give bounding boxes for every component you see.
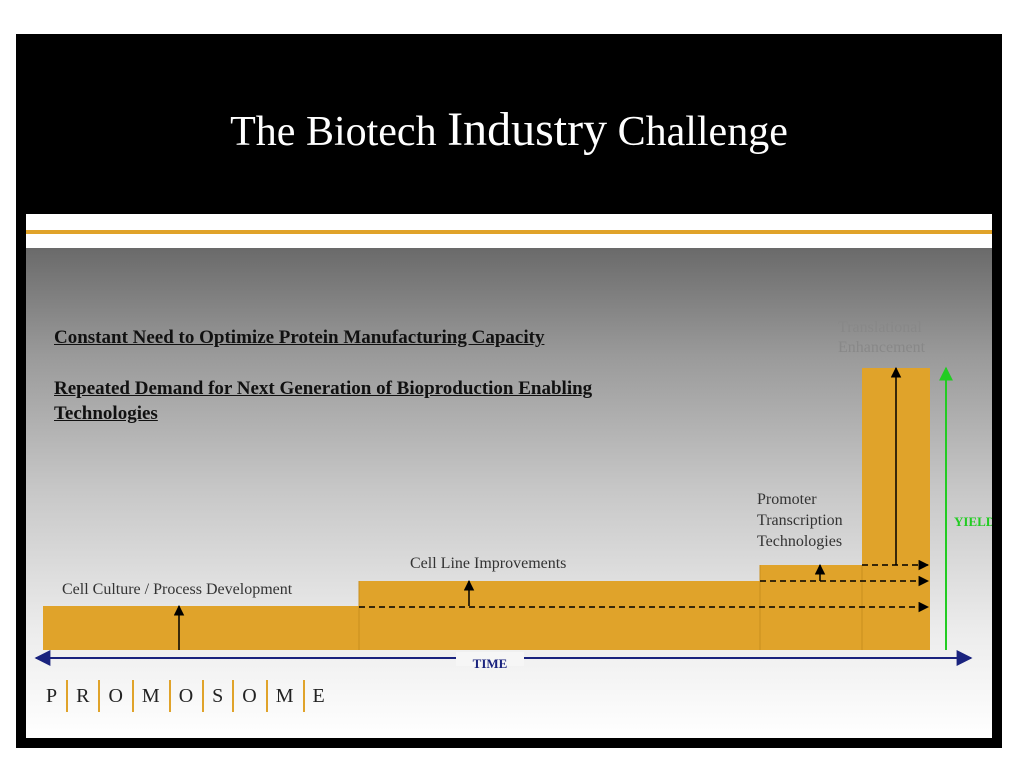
label-line: Promoter bbox=[757, 491, 817, 508]
time-label: TIME bbox=[473, 656, 508, 671]
logo-separator bbox=[168, 680, 171, 712]
logo-letter: E bbox=[312, 685, 326, 707]
title-bar: The Biotech Industry Challenge bbox=[26, 44, 992, 214]
heading-demand: Repeated Demand for Next Generation of B… bbox=[54, 378, 593, 424]
label-translational: Translational Enhancement bbox=[838, 319, 926, 356]
block-cell-line bbox=[359, 581, 760, 650]
logo-letter: O bbox=[178, 685, 195, 707]
logo-separator bbox=[302, 680, 305, 712]
label-line: Translational bbox=[838, 319, 922, 336]
logo-letter: S bbox=[212, 685, 225, 707]
promosome-logo: P R O M O S O M E bbox=[38, 680, 334, 712]
label-promoter: Promoter Transcription Technologies bbox=[757, 491, 847, 550]
label-line: Technologies bbox=[757, 533, 842, 550]
label-line: Enhancement bbox=[838, 339, 926, 356]
logo-separator bbox=[98, 680, 101, 712]
logo-letter: O bbox=[108, 685, 124, 707]
heading-optimize: Constant Need to Optimize Protein Manufa… bbox=[54, 327, 545, 348]
label-cell-line: Cell Line Improvements bbox=[410, 555, 566, 572]
label-cell-culture: Cell Culture / Process Development bbox=[62, 581, 293, 598]
title-part-1: The Biotech bbox=[230, 109, 448, 155]
logo-letter: R bbox=[76, 685, 91, 707]
logo-separator bbox=[265, 680, 268, 712]
time-label-bg bbox=[456, 652, 524, 666]
logo-letter: M bbox=[275, 685, 295, 707]
slide: The Biotech Industry Challenge Constant … bbox=[26, 44, 992, 738]
yield-label: YIELD bbox=[954, 514, 992, 529]
logo-letter: P bbox=[46, 685, 59, 707]
yield-staircase-diagram: YIELD TIME Cell Culture / Process Develo… bbox=[34, 319, 992, 671]
title-part-3: Challenge bbox=[607, 109, 788, 155]
label-line: Transcription bbox=[757, 512, 843, 529]
logo-letter: O bbox=[242, 685, 258, 707]
gold-divider bbox=[26, 230, 992, 234]
logo-separator bbox=[202, 680, 205, 712]
label-line: Cell Line Improvements bbox=[410, 555, 566, 572]
logo-separator bbox=[232, 680, 235, 712]
logo-letter: M bbox=[141, 685, 161, 707]
block-cell-culture bbox=[43, 606, 359, 650]
slide-frame: The Biotech Industry Challenge Constant … bbox=[16, 34, 1002, 748]
content-panel: Constant Need to Optimize Protein Manufa… bbox=[26, 248, 992, 738]
slide-title: The Biotech Industry Challenge bbox=[26, 106, 992, 154]
title-part-2: Industry bbox=[447, 103, 608, 156]
logo-separator bbox=[131, 680, 134, 712]
label-line: Cell Culture / Process Development bbox=[62, 581, 293, 598]
logo-separator bbox=[66, 680, 69, 712]
